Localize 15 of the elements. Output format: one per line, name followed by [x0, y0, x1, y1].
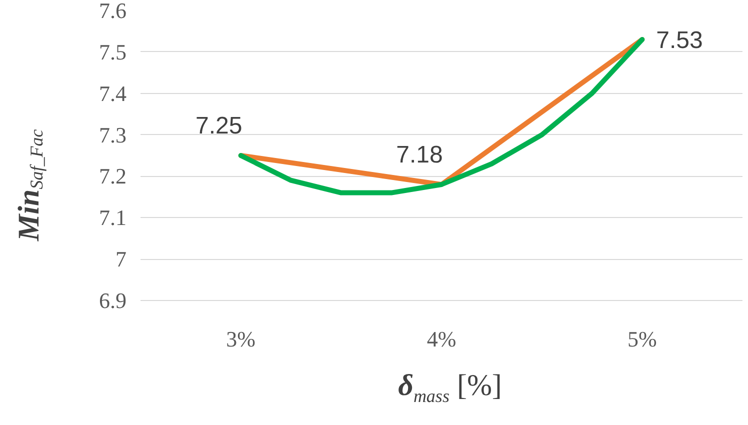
- y-tick-label: 7.1: [99, 205, 126, 230]
- y-tick-label: 7: [116, 246, 126, 272]
- y-tick-label: 7.6: [99, 0, 126, 23]
- x-axis-title: δ$_{mass}$ [%]: [398, 369, 502, 406]
- data-label: 7.25: [195, 112, 242, 140]
- x-tick-label: 3%: [226, 326, 256, 352]
- y-tick-label: 7.2: [99, 164, 126, 189]
- y-tick-label: 6.9: [99, 288, 126, 313]
- y-tick-label: 7.4: [99, 80, 126, 106]
- x-tick-label: 4%: [426, 326, 456, 352]
- x-tick-label: 5%: [628, 326, 657, 352]
- data-label: 7.18: [396, 142, 443, 168]
- data-label: 7.53: [656, 27, 703, 54]
- y-tick-label: 7.3: [99, 122, 126, 148]
- y-tick-label: 7.5: [99, 39, 126, 64]
